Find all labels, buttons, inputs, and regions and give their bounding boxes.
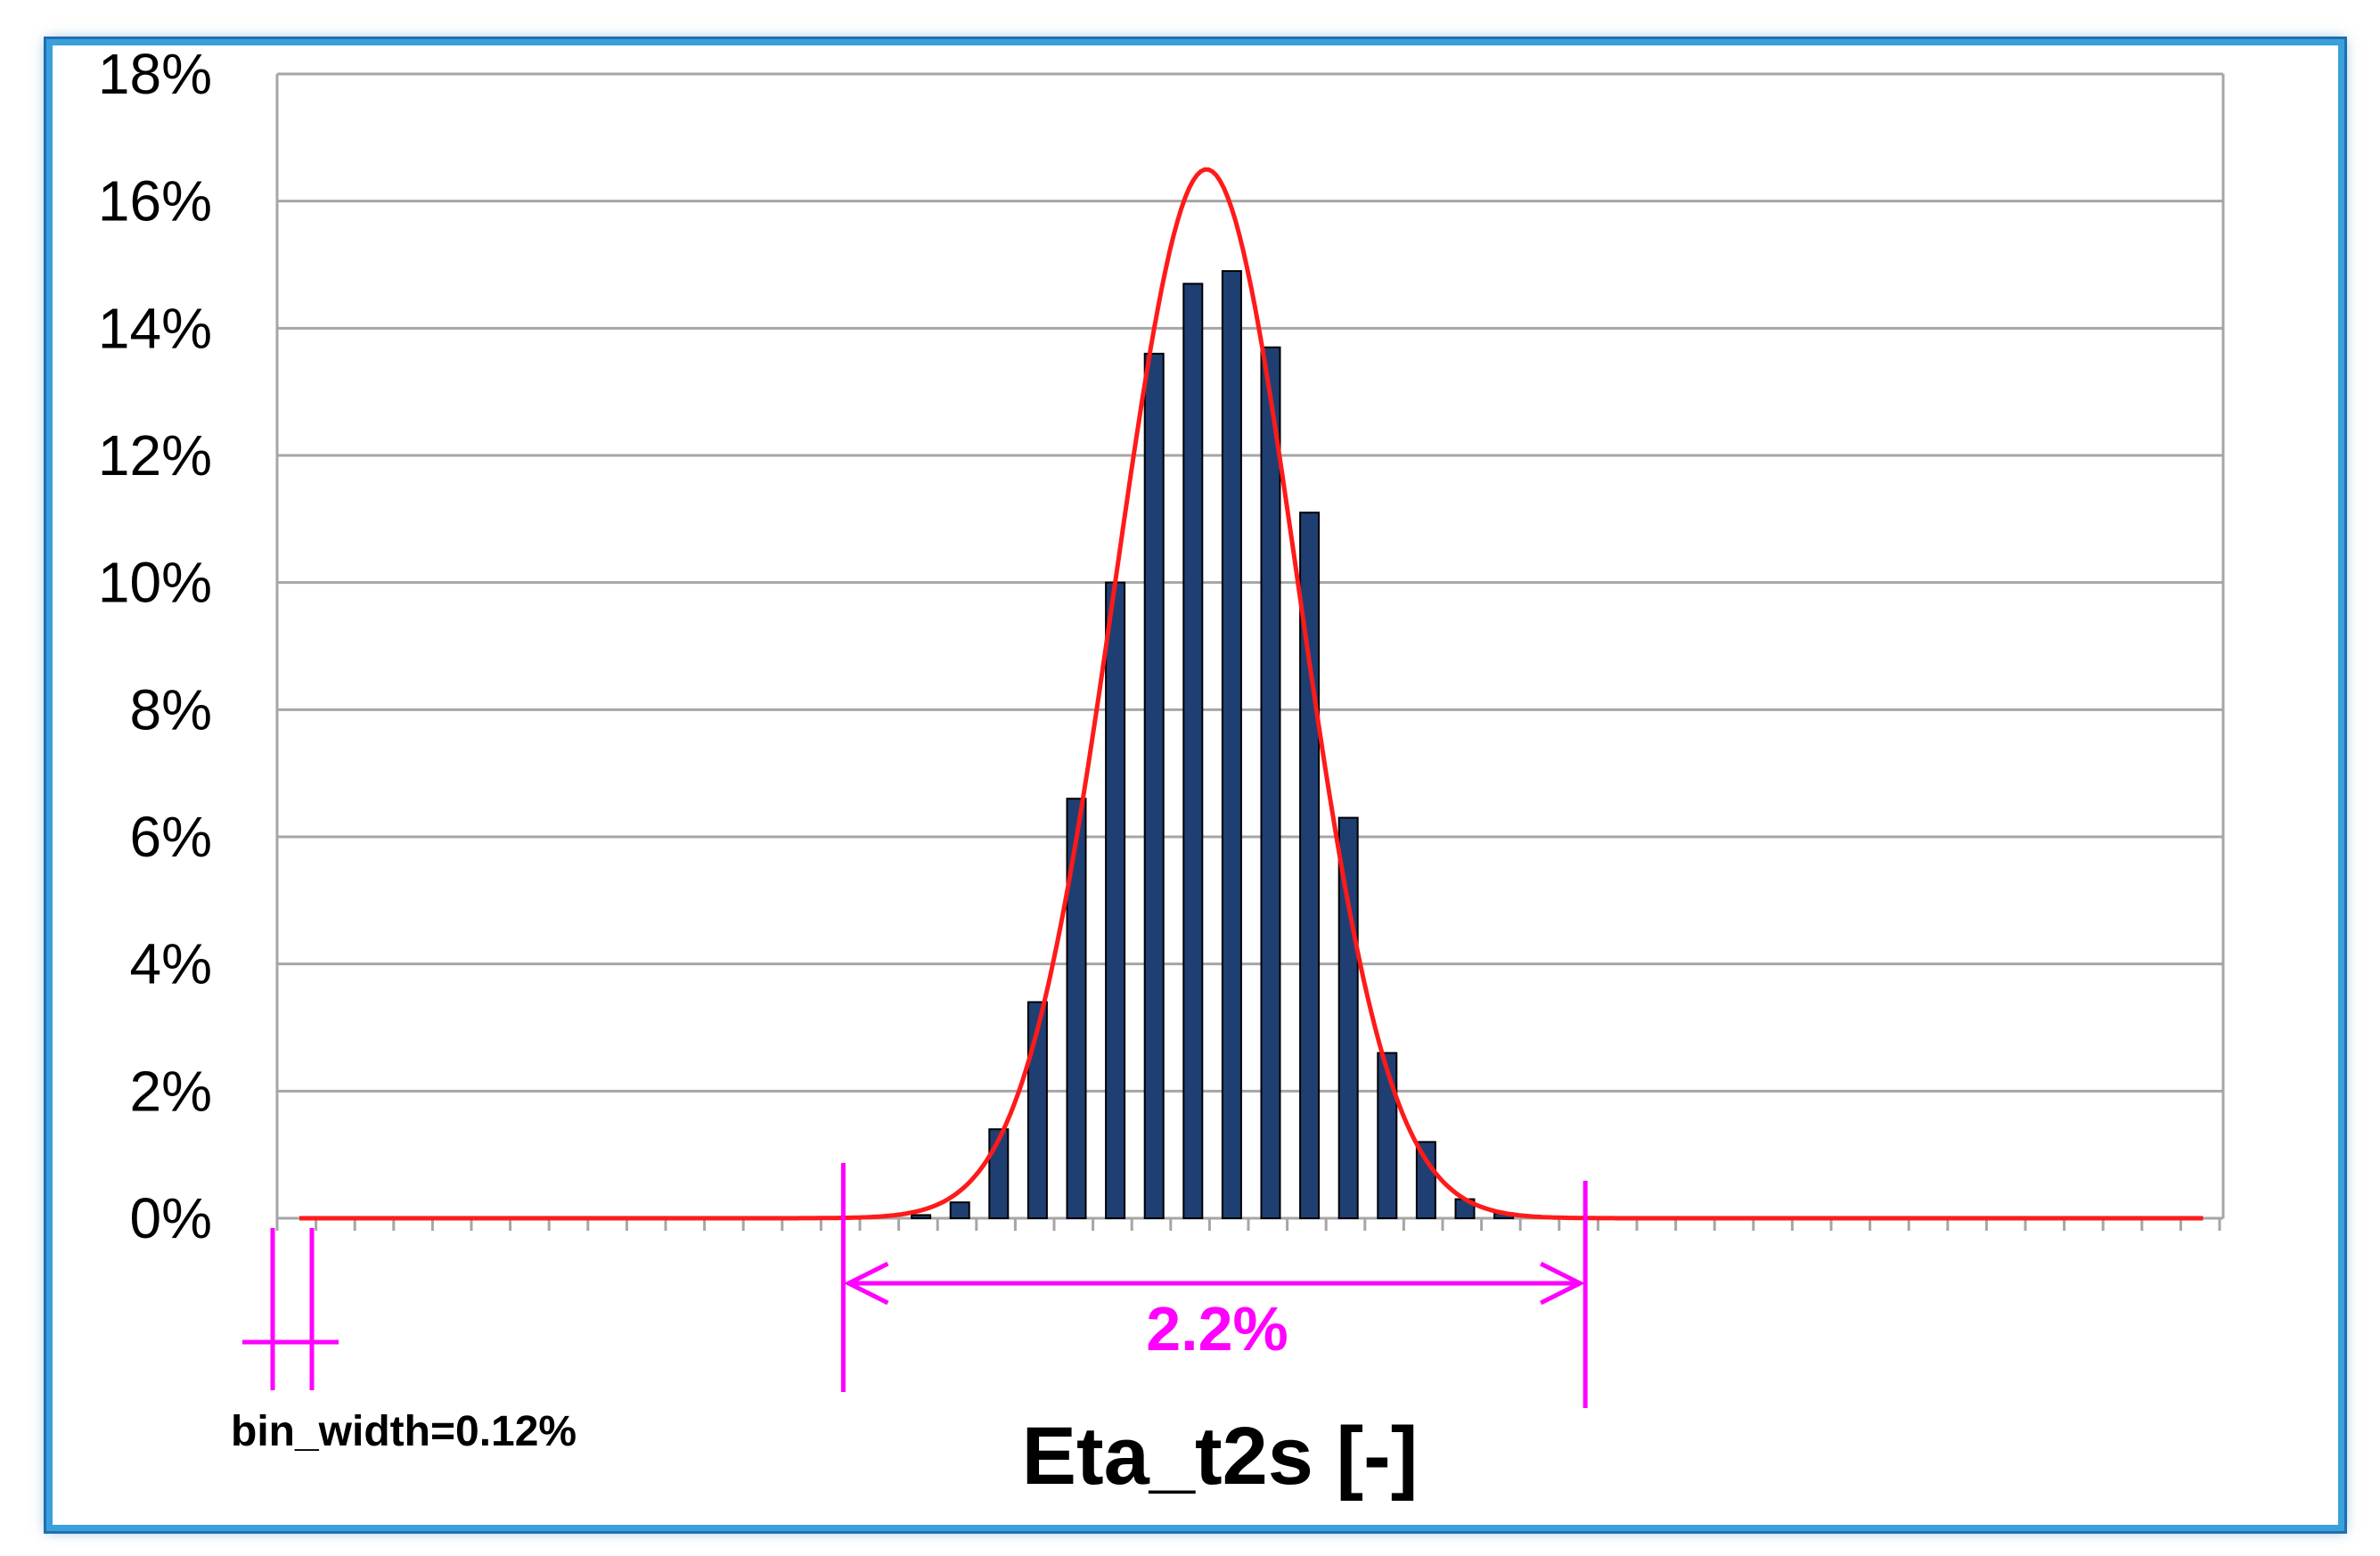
gridlines [277,72,2223,1220]
y-tick-label: 4% [130,932,213,996]
histogram-bar [1026,1001,1048,1220]
x-axis-label: Eta_t2s [-] [1022,1411,1419,1502]
histogram-bar [1143,352,1165,1220]
histogram-bar [1415,1141,1436,1220]
normal-fit-curve [299,167,2204,1221]
y-tick-label: 6% [130,805,213,869]
width-arrow-right-head [1540,1261,1585,1306]
histogram-bar [1377,1052,1398,1219]
y-tick-label: 16% [98,169,212,233]
width-arrow-left-head [843,1261,889,1306]
histogram-bar [949,1201,970,1219]
y-tick-label: 10% [98,551,212,615]
histogram-bar [1105,581,1126,1219]
histogram-bar [911,1214,932,1220]
histogram-bar [1182,283,1204,1219]
y-axis-tick-labels: 0% 2% 4% 6% 8% 10% 12% 14% 16% 18% [98,42,212,1250]
y-tick-label: 2% [130,1059,213,1123]
y-tick-label: 0% [130,1186,213,1250]
histogram-bar [1066,798,1087,1219]
histogram-bars [911,270,1515,1220]
y-tick-label: 12% [98,423,212,487]
bin-width-label: bin_width=0.12% [231,1408,577,1455]
histogram-bar [1260,346,1281,1219]
y-tick-label: 8% [130,677,213,741]
axes [275,74,2225,1231]
histogram-bar [1221,270,1242,1220]
y-tick-label: 14% [98,296,212,360]
width-label: 2.2% [1146,1294,1288,1364]
annotations [242,1163,1588,1408]
y-tick-label: 18% [98,42,212,106]
